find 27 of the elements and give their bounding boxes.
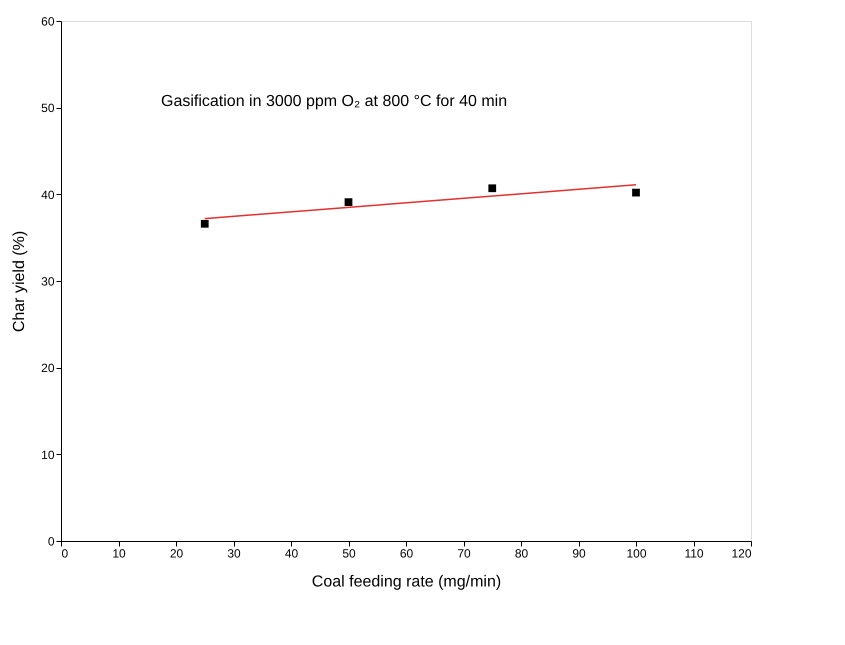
point <box>632 188 640 196</box>
x-axis-title: Coal feeding rate (mg/min) <box>312 574 502 590</box>
x-tick-label: 30 <box>227 546 241 560</box>
point <box>488 184 496 192</box>
x-tick-label: 120 <box>731 546 752 560</box>
x-tick-label: 20 <box>170 546 184 560</box>
y-tick-label: 60 <box>41 14 55 28</box>
x-tick-label: 0 <box>62 546 68 560</box>
y-tick-label: 10 <box>41 448 55 462</box>
x-tick-label: 110 <box>684 546 704 560</box>
x-tick-label: 80 <box>514 546 528 560</box>
point <box>200 220 209 228</box>
x-tick-label: 70 <box>457 546 471 560</box>
y-tick-label: 30 <box>41 274 55 288</box>
y-tick-label: 0 <box>48 534 55 548</box>
y-tick-label: 20 <box>41 361 55 376</box>
y-axis-title: Char yield (%) <box>11 230 28 332</box>
annotation: Gasification in 3000 ppm O₂ at 800 °C for 40 min <box>161 93 508 110</box>
y-tick-label: 50 <box>41 101 55 116</box>
x-tick-label: 40 <box>284 546 298 560</box>
point <box>344 198 352 206</box>
x-tick-label: 90 <box>572 546 586 560</box>
x-tick-label: 50 <box>342 546 356 560</box>
y-tick-label: 40 <box>41 188 55 202</box>
x-tick-label: 100 <box>626 546 647 560</box>
x-tick-label: 10 <box>112 546 126 560</box>
x-tick-label: 60 <box>400 546 414 560</box>
